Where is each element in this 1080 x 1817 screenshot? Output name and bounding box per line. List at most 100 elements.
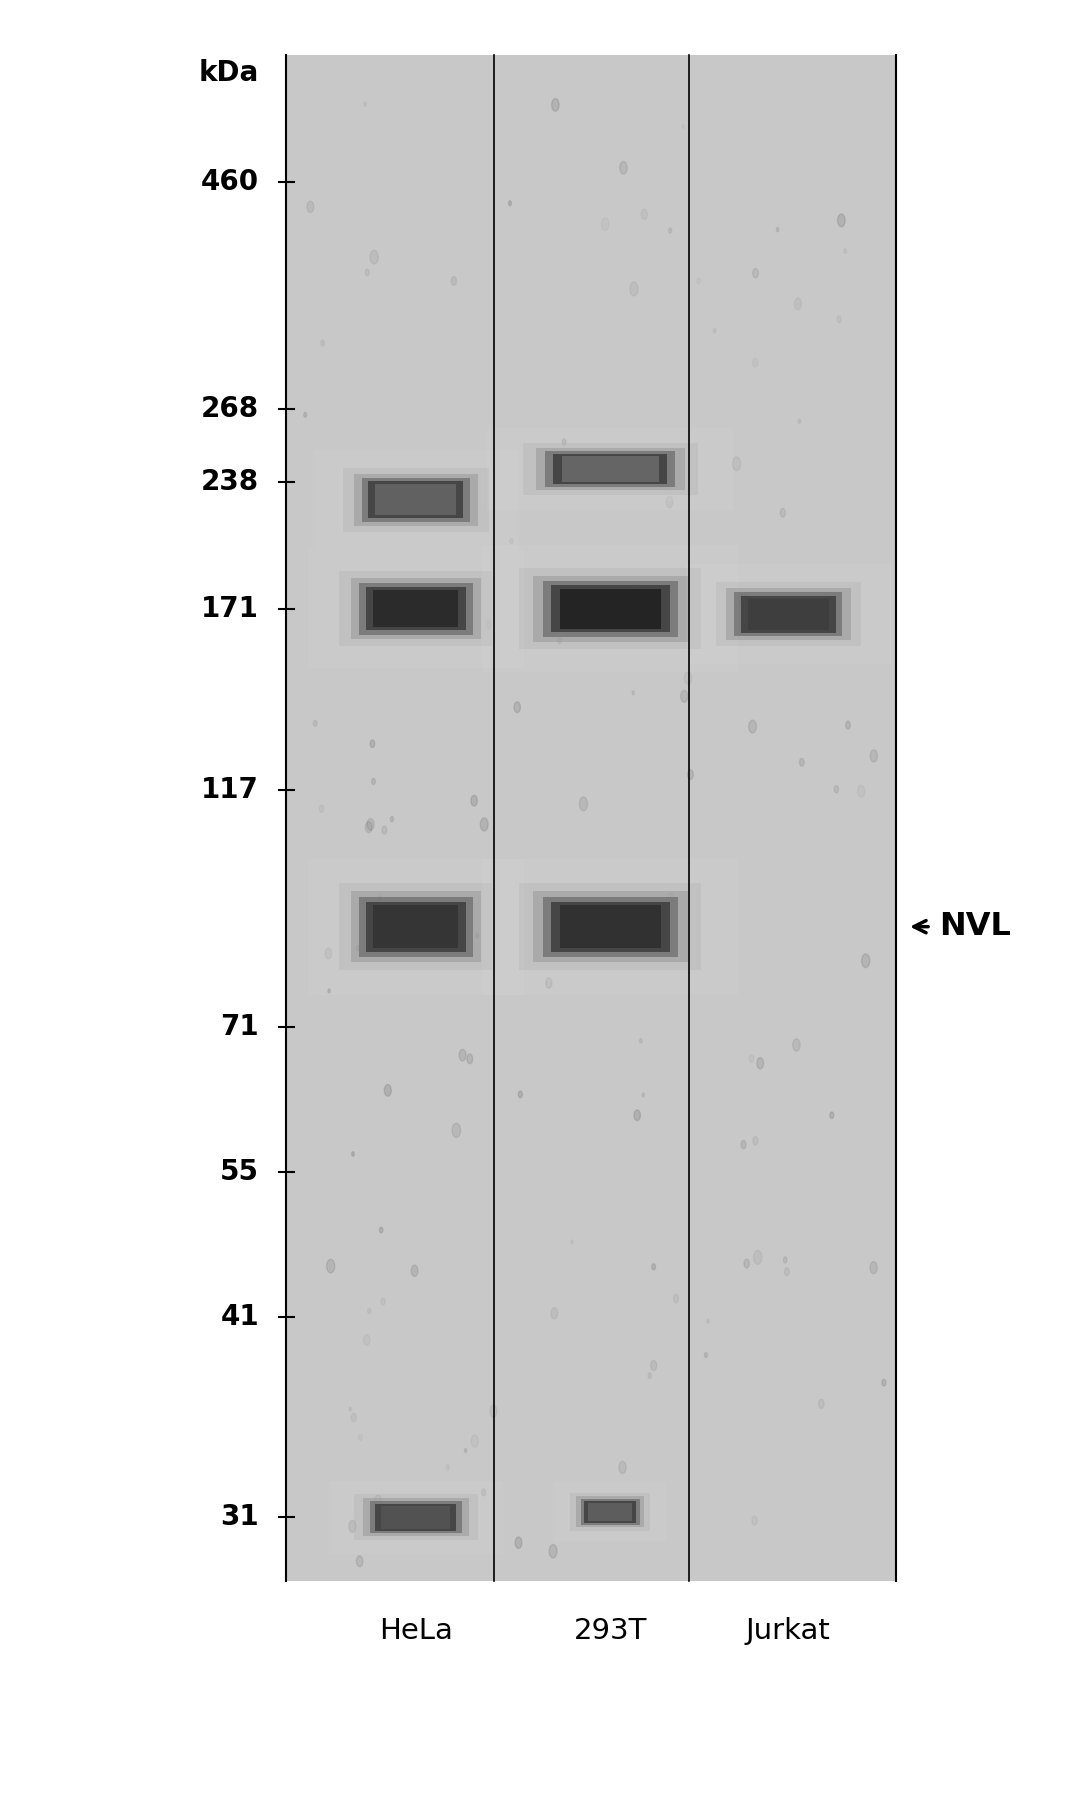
Circle shape bbox=[858, 785, 865, 798]
Circle shape bbox=[674, 1294, 678, 1303]
Circle shape bbox=[459, 1050, 465, 1061]
Circle shape bbox=[750, 1054, 754, 1063]
Circle shape bbox=[551, 1308, 557, 1319]
Circle shape bbox=[313, 720, 316, 727]
Bar bbox=[329, 460, 502, 540]
Bar bbox=[584, 1501, 636, 1523]
Text: 268: 268 bbox=[201, 394, 259, 423]
Bar bbox=[570, 1494, 650, 1530]
Text: kDa: kDa bbox=[199, 58, 259, 87]
Circle shape bbox=[367, 1308, 370, 1314]
Circle shape bbox=[571, 1239, 573, 1245]
Text: NVL: NVL bbox=[940, 910, 1012, 943]
Bar bbox=[519, 883, 701, 970]
Circle shape bbox=[685, 672, 691, 685]
Bar bbox=[325, 561, 507, 656]
Circle shape bbox=[632, 690, 634, 694]
Circle shape bbox=[643, 1094, 645, 1097]
Bar bbox=[747, 598, 829, 630]
Text: 293T: 293T bbox=[573, 1617, 647, 1644]
Bar bbox=[313, 451, 518, 549]
Bar bbox=[536, 447, 685, 491]
Circle shape bbox=[451, 276, 457, 285]
Bar bbox=[519, 569, 701, 649]
Bar bbox=[532, 892, 688, 963]
Bar bbox=[588, 1503, 633, 1521]
Bar bbox=[559, 905, 661, 948]
Bar bbox=[325, 872, 507, 981]
Bar bbox=[308, 858, 524, 994]
Bar bbox=[542, 581, 678, 636]
Circle shape bbox=[619, 1461, 626, 1474]
Circle shape bbox=[381, 1297, 386, 1305]
Circle shape bbox=[744, 1259, 750, 1268]
Bar bbox=[343, 467, 488, 532]
Bar bbox=[363, 1499, 469, 1535]
Circle shape bbox=[372, 778, 375, 785]
Circle shape bbox=[642, 209, 647, 220]
Circle shape bbox=[739, 594, 747, 609]
Bar bbox=[482, 858, 739, 994]
Text: 171: 171 bbox=[201, 594, 259, 623]
Circle shape bbox=[834, 785, 838, 792]
Circle shape bbox=[364, 1335, 369, 1345]
Bar bbox=[563, 1488, 658, 1535]
Circle shape bbox=[777, 227, 779, 233]
Text: HeLa: HeLa bbox=[379, 1617, 453, 1644]
Circle shape bbox=[667, 892, 674, 903]
Bar bbox=[351, 892, 481, 963]
Circle shape bbox=[784, 1268, 789, 1276]
Bar bbox=[482, 545, 739, 672]
Circle shape bbox=[741, 1141, 746, 1148]
Bar bbox=[366, 587, 465, 630]
Bar bbox=[374, 905, 458, 948]
Text: 460: 460 bbox=[201, 167, 259, 196]
Circle shape bbox=[453, 1123, 461, 1137]
Text: 71: 71 bbox=[220, 1012, 259, 1041]
Circle shape bbox=[627, 921, 632, 930]
Circle shape bbox=[639, 1039, 643, 1043]
Circle shape bbox=[573, 467, 578, 474]
Circle shape bbox=[798, 420, 800, 423]
Circle shape bbox=[680, 690, 688, 703]
Bar bbox=[354, 474, 477, 525]
Bar bbox=[487, 427, 733, 509]
Circle shape bbox=[754, 1250, 761, 1265]
Circle shape bbox=[321, 340, 324, 347]
Bar bbox=[702, 574, 875, 654]
Circle shape bbox=[475, 932, 478, 938]
Bar bbox=[545, 451, 675, 487]
Bar bbox=[362, 478, 470, 521]
Circle shape bbox=[579, 798, 588, 810]
Bar bbox=[542, 896, 678, 956]
Text: 41: 41 bbox=[220, 1303, 259, 1332]
Circle shape bbox=[634, 1110, 640, 1121]
Bar bbox=[551, 585, 670, 632]
Circle shape bbox=[515, 1537, 522, 1548]
Circle shape bbox=[464, 1448, 467, 1452]
Circle shape bbox=[799, 758, 805, 767]
Circle shape bbox=[846, 721, 850, 729]
Circle shape bbox=[490, 1405, 497, 1417]
Circle shape bbox=[838, 214, 846, 227]
Circle shape bbox=[471, 1435, 478, 1446]
Bar bbox=[581, 1499, 640, 1524]
Text: 238: 238 bbox=[201, 467, 259, 496]
Bar bbox=[308, 549, 524, 667]
Bar bbox=[502, 558, 718, 660]
Circle shape bbox=[486, 620, 491, 629]
Circle shape bbox=[688, 770, 693, 779]
Circle shape bbox=[471, 796, 477, 807]
Circle shape bbox=[326, 1259, 335, 1274]
Circle shape bbox=[706, 1319, 710, 1323]
Circle shape bbox=[365, 269, 369, 276]
Circle shape bbox=[552, 98, 559, 111]
Circle shape bbox=[320, 805, 324, 812]
Circle shape bbox=[753, 269, 758, 278]
Bar bbox=[342, 1488, 489, 1546]
Bar bbox=[734, 592, 842, 636]
Circle shape bbox=[630, 282, 638, 296]
Bar bbox=[502, 872, 718, 981]
Circle shape bbox=[325, 948, 332, 959]
Bar bbox=[339, 571, 492, 647]
